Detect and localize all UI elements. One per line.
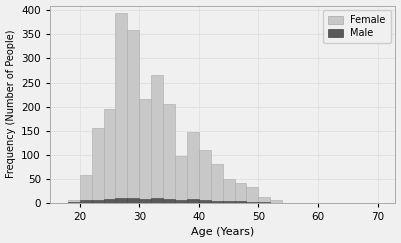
Bar [91, 128, 103, 203]
Bar [139, 99, 151, 203]
Y-axis label: Frequency (Number of People): Frequency (Number of People) [6, 30, 16, 178]
Bar [80, 175, 91, 203]
Bar [247, 202, 258, 203]
Bar [258, 202, 270, 203]
Bar [163, 104, 175, 203]
Bar [223, 179, 235, 203]
Bar [128, 198, 139, 203]
Bar [139, 199, 151, 203]
Bar [175, 156, 187, 203]
Bar [211, 164, 223, 203]
Bar [128, 30, 139, 203]
Bar [247, 187, 258, 203]
Bar [187, 132, 199, 203]
Bar [80, 200, 91, 203]
Bar [235, 201, 247, 203]
Bar [223, 201, 235, 203]
Bar [103, 109, 115, 203]
Legend: Female, Male: Female, Male [323, 10, 391, 43]
Bar [270, 200, 282, 203]
Bar [115, 198, 128, 203]
Bar [187, 200, 199, 203]
Bar [151, 75, 163, 203]
Bar [199, 200, 211, 203]
Bar [235, 183, 247, 203]
Bar [115, 13, 128, 203]
Bar [199, 150, 211, 203]
X-axis label: Age (Years): Age (Years) [191, 227, 254, 237]
Bar [68, 200, 80, 203]
Bar [163, 199, 175, 203]
Bar [258, 197, 270, 203]
Bar [151, 198, 163, 203]
Bar [175, 200, 187, 203]
Bar [91, 200, 103, 203]
Bar [103, 200, 115, 203]
Bar [68, 202, 80, 203]
Bar [211, 201, 223, 203]
